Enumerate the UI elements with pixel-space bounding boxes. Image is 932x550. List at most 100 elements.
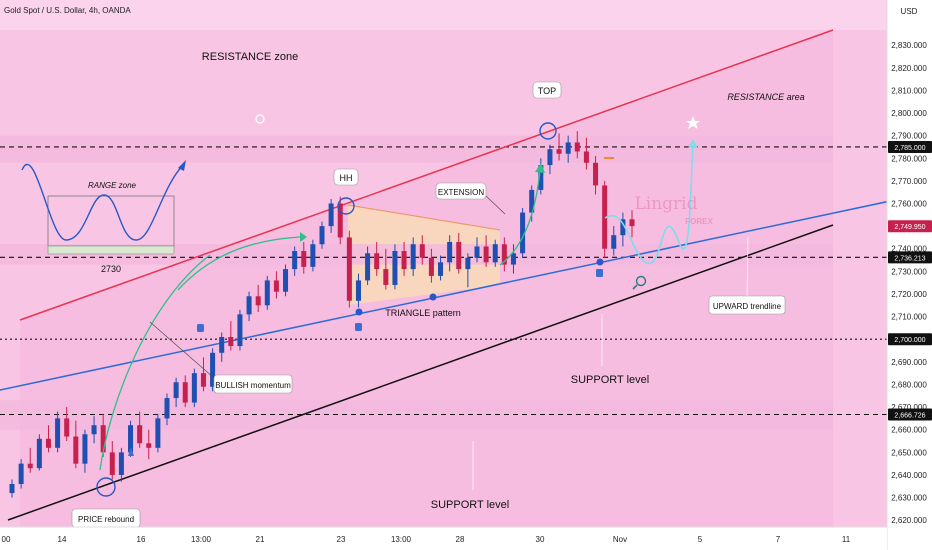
retest-marker <box>596 258 604 266</box>
candle-body <box>219 336 225 353</box>
candle-body <box>620 219 626 236</box>
x-tick-7: 7 <box>776 535 781 544</box>
bullish-arrow <box>177 236 301 291</box>
candle-body <box>346 237 352 301</box>
candle-body <box>45 438 51 448</box>
x-tick-1300b: 13:00 <box>391 535 412 544</box>
top-marker[interactable] <box>539 122 557 140</box>
resistance-channel-line[interactable] <box>19 29 834 321</box>
y-tick-label: 2,740.000 <box>891 245 927 254</box>
arrow-up-badge-3 <box>596 269 603 277</box>
hh-label: HH <box>340 173 353 183</box>
y-tick-label: 2,630.000 <box>891 494 927 503</box>
x-tick-5: 5 <box>698 535 703 544</box>
candle-body <box>319 226 325 245</box>
candle-body <box>9 484 15 494</box>
x-tick-16: 16 <box>137 535 146 544</box>
price-tag-label: 2,700.000 <box>894 337 925 344</box>
y-tick-label: 2,800.000 <box>891 109 927 118</box>
candle-body <box>100 425 106 453</box>
triangle-top-leg <box>347 204 501 231</box>
rebound-arrow <box>99 254 211 471</box>
candle-body <box>155 418 161 448</box>
price-tag-label: 2,736.213 <box>894 255 925 262</box>
candle-body <box>529 189 535 213</box>
y-tick-label: 2,670.000 <box>891 403 927 412</box>
candle-body <box>128 425 134 453</box>
candle-body <box>447 241 453 263</box>
candle-body <box>483 246 489 263</box>
upward-trendline[interactable] <box>0 199 896 391</box>
y-tick-label: 2,830.000 <box>891 41 927 50</box>
candle-body <box>301 251 307 267</box>
candle-body <box>82 434 88 464</box>
price-tag-1 <box>888 220 932 233</box>
x-tick-00: 00 <box>2 535 11 544</box>
y-tick-label: 2,760.000 <box>891 200 927 209</box>
top-callout: TOP <box>532 81 562 99</box>
candle-body <box>474 246 480 258</box>
candle-body <box>273 280 279 292</box>
candle-body <box>492 244 498 263</box>
symbol-title[interactable]: Gold Spot / U.S. Dollar, 4h, OANDA <box>4 6 131 15</box>
y-axis-panel[interactable] <box>887 0 932 550</box>
y-tick-label: 2,730.000 <box>891 267 927 276</box>
upward-trendline-leader <box>746 236 749 297</box>
candle-body <box>118 452 124 475</box>
bullish-momentum-leader <box>149 321 215 379</box>
candle-body <box>328 203 334 227</box>
magnifier-icon <box>635 275 647 287</box>
top-label: TOP <box>538 86 556 96</box>
candle-body <box>374 253 380 270</box>
candle-body <box>64 418 70 437</box>
extension-arrow-head <box>535 163 545 173</box>
candle-body <box>410 244 416 270</box>
watermark-sub: FOREX <box>685 217 713 226</box>
upward-trendline-label: UPWARD trendline <box>713 302 782 311</box>
extension-leader <box>485 195 506 215</box>
resistance-zone-label: RESISTANCE zone <box>202 51 298 63</box>
price-tag-0 <box>888 140 932 153</box>
candle-body <box>556 149 562 154</box>
price-tag-2 <box>888 251 932 264</box>
candle-body <box>264 280 270 306</box>
currency-label: USD <box>901 7 918 16</box>
arrow-up-badge-1 <box>197 324 204 332</box>
y-tick-label: 2,710.000 <box>891 313 927 322</box>
x-axis-panel[interactable] <box>0 527 887 550</box>
candle-body <box>200 373 206 387</box>
candle-body <box>383 269 389 285</box>
y-tick-label: 2,810.000 <box>891 86 927 95</box>
candle-body <box>237 314 243 347</box>
x-tick-14: 14 <box>58 535 67 544</box>
hh-marker[interactable] <box>337 197 355 215</box>
candle-body <box>401 251 407 270</box>
candle-body <box>456 241 462 270</box>
candle-body <box>91 425 97 435</box>
rebound-marker[interactable] <box>96 477 116 497</box>
y-tick-label: 2,680.000 <box>891 380 927 389</box>
candle-body <box>27 463 33 469</box>
range-zone-wave <box>21 163 184 241</box>
extension-label: EXTENSION <box>438 188 484 197</box>
zone-0 <box>0 135 833 163</box>
forecast-arrow-head <box>688 139 698 148</box>
support-channel-line[interactable] <box>7 224 834 521</box>
candle-body <box>510 253 516 265</box>
y-tick-label: 2,780.000 <box>891 154 927 163</box>
rocket-icon <box>128 447 134 456</box>
range-zone-base <box>47 245 175 255</box>
y-tick-label: 2,620.000 <box>891 516 927 525</box>
candle-body <box>392 251 398 285</box>
watermark-logo: Lingrid <box>634 194 697 214</box>
candle-body <box>629 219 635 227</box>
candle-body <box>146 443 152 448</box>
candle-body <box>228 336 234 347</box>
y-tick-label: 2,770.000 <box>891 177 927 186</box>
y-tick-label: 2,690.000 <box>891 358 927 367</box>
candle-body <box>173 382 179 399</box>
orange-marker <box>604 157 614 159</box>
candle-body <box>593 162 599 186</box>
candle-body <box>520 212 526 254</box>
